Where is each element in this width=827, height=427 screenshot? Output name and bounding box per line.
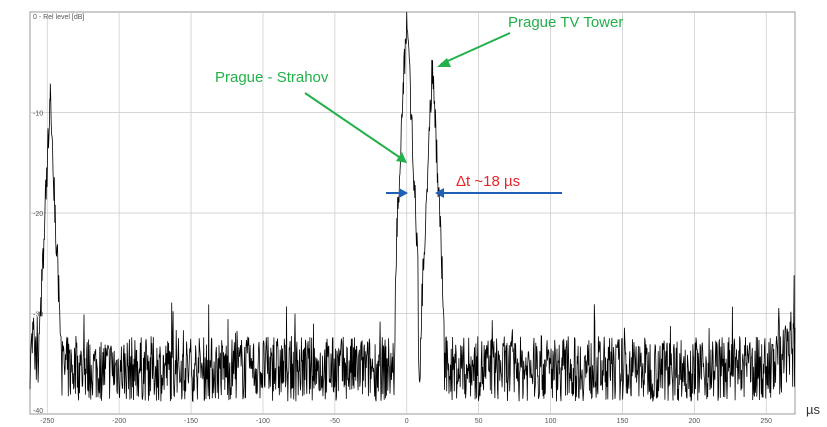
x-tick-label: -150	[184, 418, 198, 425]
y-axis-label: 0 - Rel level [dB]	[33, 14, 84, 21]
annotation-prague-tv-tower: Prague TV Tower	[508, 14, 623, 31]
delta-t-label: Δt ~18 µs	[456, 173, 520, 190]
arrowhead-prague-strahov	[396, 152, 407, 163]
signal-trace	[29, 11, 796, 403]
arrowhead-prague-tv-tower	[437, 58, 451, 67]
grid	[30, 12, 795, 414]
annotation-prague-strahov: Prague - Strahov	[215, 69, 329, 86]
x-tick-label: -250	[40, 418, 54, 425]
y-tick-label: -40	[33, 408, 43, 415]
x-tick-label: 200	[688, 418, 700, 425]
y-tick-labels: -10 -20 -30 -40	[33, 111, 43, 416]
y-tick-label: -20	[33, 211, 43, 218]
x-tick-label: -200	[112, 418, 126, 425]
x-tick-label: 0	[405, 418, 409, 425]
x-tick-label: -100	[256, 418, 270, 425]
x-tick-labels: -250 -200 -150 -100 -50 0 50 100 150 200 250	[40, 418, 772, 425]
x-tick-label: 50	[475, 418, 483, 425]
x-axis-unit: µs	[806, 402, 820, 417]
y-tick-label: -10	[33, 111, 43, 118]
x-tick-label: 150	[617, 418, 629, 425]
x-tick-label: 100	[545, 418, 557, 425]
x-tick-label: 250	[760, 418, 772, 425]
delta-t-left-arrowhead	[399, 188, 408, 198]
x-tick-label: -50	[330, 418, 340, 425]
arrow-prague-tv-tower	[440, 32, 511, 65]
delta-t-right-arrowhead	[435, 188, 444, 198]
y-tick-label: -30	[33, 312, 43, 319]
arrow-prague-strahov	[304, 92, 403, 160]
